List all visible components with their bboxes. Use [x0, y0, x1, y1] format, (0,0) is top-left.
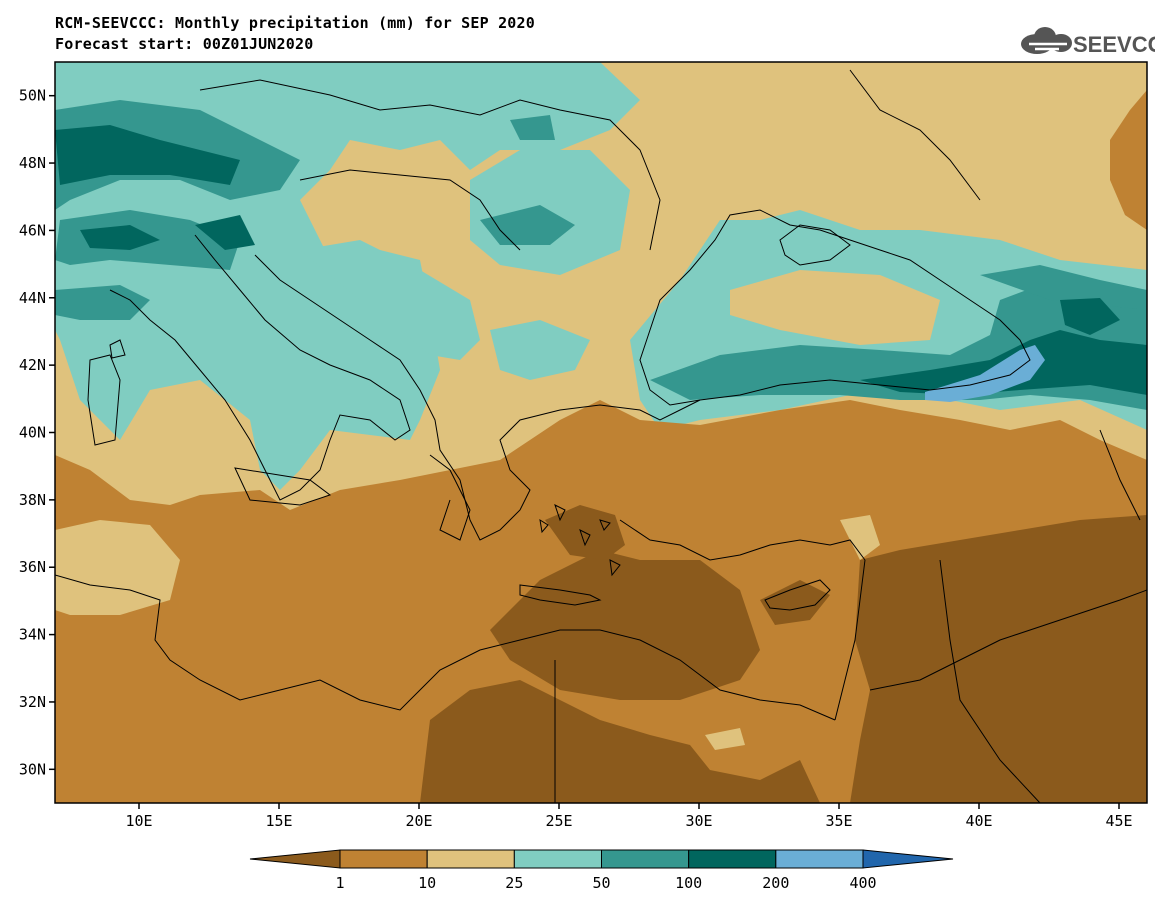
- colorbar-class-3: [513, 849, 602, 869]
- lat-tick-label: 30N: [19, 760, 46, 778]
- lat-tick-label: 36N: [19, 558, 46, 576]
- lon-tick-label: 40E: [965, 812, 992, 830]
- colorbar-class-0: [249, 849, 341, 869]
- lon-tick-label: 45E: [1105, 812, 1132, 830]
- colorbar-tick-label: 200: [762, 874, 789, 892]
- colorbar-class-2: [426, 849, 515, 869]
- lat-tick-label: 46N: [19, 221, 46, 239]
- colorbar-ticks: 1 10 25 50 100 200 400: [335, 874, 876, 892]
- lat-tick-label: 48N: [19, 154, 46, 172]
- colorbar-tick-label: 1: [335, 874, 344, 892]
- lat-tick-label: 50N: [19, 87, 46, 105]
- logo-text: SEEVCCC: [1073, 32, 1155, 57]
- lat-tick-label: 32N: [19, 693, 46, 711]
- colorbar-boxes: [249, 849, 954, 869]
- precipitation-field: [55, 62, 1147, 803]
- lon-tick-label: 15E: [265, 812, 292, 830]
- colorbar-class-5: [688, 849, 777, 869]
- lon-tick-label: 30E: [685, 812, 712, 830]
- region-syria-iraq: [850, 515, 1147, 803]
- region-russia-dry: [1110, 90, 1147, 230]
- latitude-axis: 50N 48N 46N 44N 42N 40N 38N 36N 34N 32N 30N: [19, 87, 55, 778]
- colorbar-class-6: [775, 849, 864, 869]
- lon-tick-label: 20E: [405, 812, 432, 830]
- colorbar-tick-label: 100: [675, 874, 702, 892]
- lat-tick-label: 40N: [19, 424, 46, 442]
- lat-tick-label: 34N: [19, 626, 46, 644]
- map-title: RCM-SEEVCCC: Monthly precipitation (mm) …: [55, 14, 535, 32]
- colorbar-class-7: [862, 849, 954, 869]
- lon-tick-label: 35E: [825, 812, 852, 830]
- region-libya-egypt: [420, 680, 820, 803]
- region-black-sea-center-dry: [730, 270, 940, 345]
- longitude-axis: 10E 15E 20E 25E 30E 35E 40E 45E: [125, 803, 1133, 830]
- seevccc-logo: SEEVCCC: [1015, 22, 1165, 58]
- colorbar-tick-label: 10: [418, 874, 436, 892]
- region-balkans: [300, 240, 480, 360]
- lat-tick-label: 38N: [19, 491, 46, 509]
- lat-tick-label: 42N: [19, 356, 46, 374]
- lon-tick-label: 10E: [125, 812, 152, 830]
- colorbar-class-4: [601, 849, 690, 869]
- forecast-start-label: Forecast start: 00Z01JUN2020: [55, 35, 314, 53]
- colorbar-tick-label: 25: [505, 874, 523, 892]
- cloud-icon: [1021, 27, 1072, 54]
- colorbar-tick-label: 400: [849, 874, 876, 892]
- lon-tick-label: 25E: [545, 812, 572, 830]
- region-bulgaria: [490, 320, 590, 380]
- colorbar-class-1: [339, 849, 428, 869]
- colorbar-tick-label: 50: [592, 874, 610, 892]
- coastlines-borders: [55, 69, 1147, 803]
- lat-tick-label: 44N: [19, 289, 46, 307]
- region-aegean-desert: [490, 550, 760, 700]
